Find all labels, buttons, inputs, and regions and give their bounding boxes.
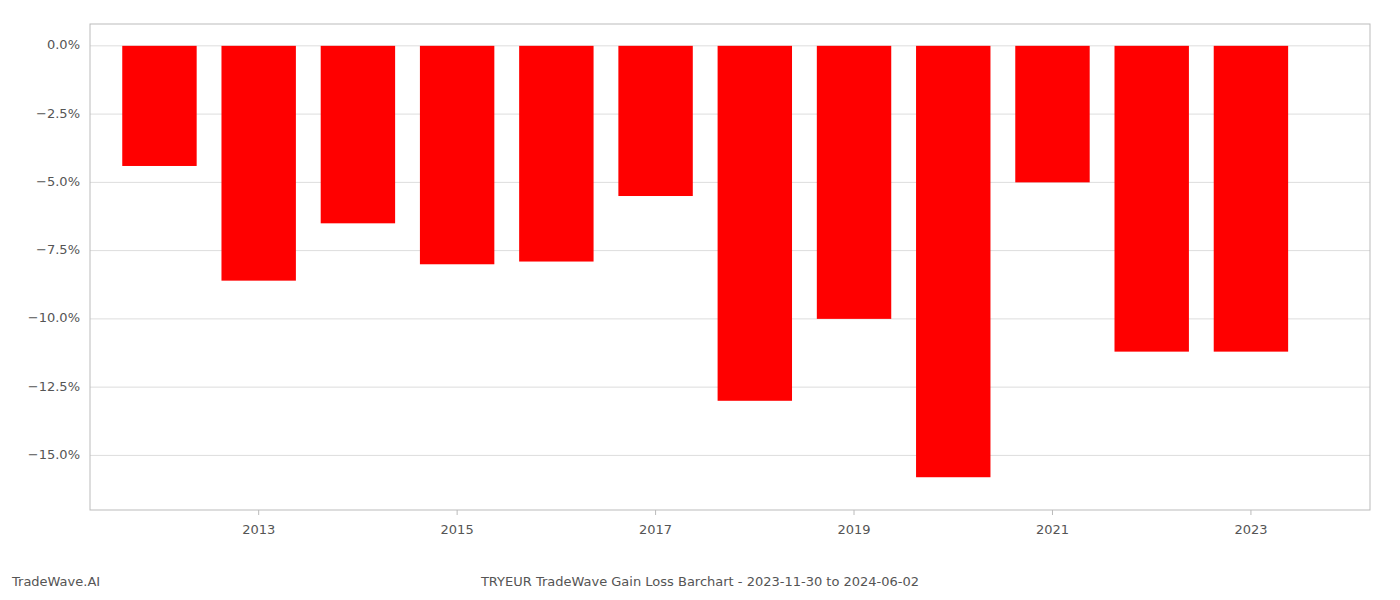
y-tick-label: 0.0% [47,37,80,52]
bar [916,46,990,477]
bar [1015,46,1089,183]
x-tick [457,510,458,515]
bar [321,46,395,223]
bar [122,46,196,166]
bar [618,46,692,196]
bar [1114,46,1188,352]
x-tick-label: 2021 [1036,522,1069,537]
grid-line [90,455,1370,456]
plot-frame [90,24,1370,510]
y-tick-label: −7.5% [36,242,80,257]
bar [221,46,295,281]
x-tick-label: 2023 [1234,522,1267,537]
bars [122,46,1288,477]
x-tick-label: 2013 [242,522,275,537]
x-tick [1250,510,1251,515]
y-tick-label: −10.0% [28,310,80,325]
y-tick-label: −15.0% [28,447,80,462]
y-tick-label: −5.0% [36,174,80,189]
x-tick [655,510,656,515]
x-tick-label: 2017 [639,522,672,537]
bar [817,46,891,319]
bar [420,46,494,264]
x-tick [1052,510,1053,515]
x-tick-label: 2015 [441,522,474,537]
chart: 0.0% −2.5% −5.0% −7.5% −10.0% −12.5% −15.0% 201… [0,0,1400,600]
x-tick [854,510,855,515]
y-tick-label: −2.5% [36,106,80,121]
bar [519,46,593,262]
y-grid [90,46,1370,456]
y-tick-label: −12.5% [28,379,80,394]
watermark: TradeWave.AI [11,574,100,589]
bar [718,46,792,401]
x-tick-label: 2019 [837,522,870,537]
title: TRYEUR TradeWave Gain Loss Barchart - 20… [480,574,919,589]
bar [1214,46,1288,352]
x-tick [258,510,259,515]
